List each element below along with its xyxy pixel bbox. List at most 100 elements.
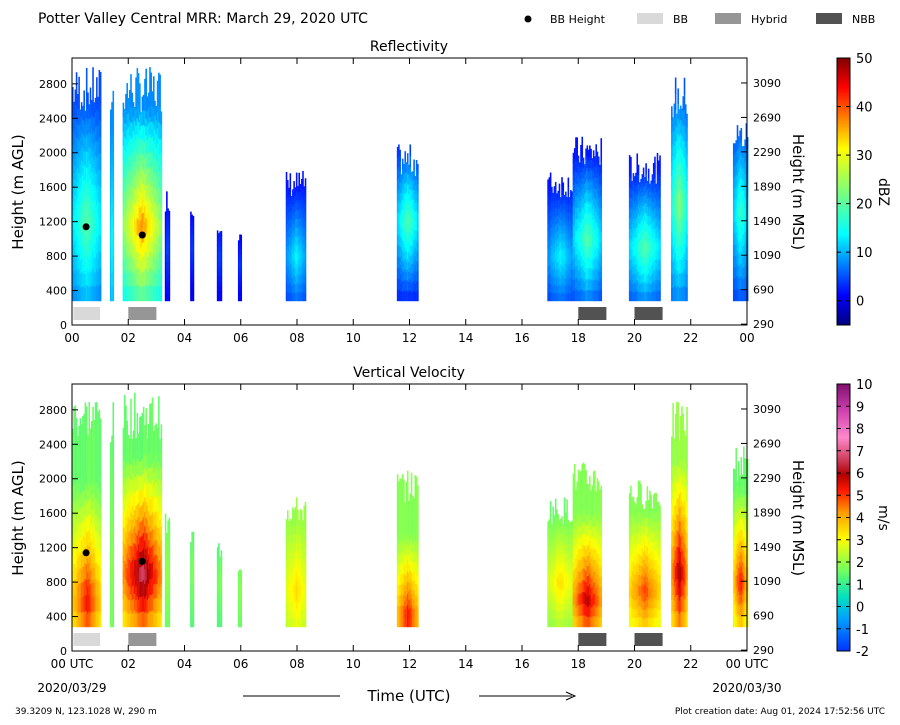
echo-cell	[396, 278, 399, 291]
echo-cell	[158, 445, 160, 463]
echo-cell	[657, 280, 660, 292]
echo-cell	[78, 108, 80, 126]
echo-cell	[405, 585, 408, 597]
echo-cell	[293, 618, 295, 628]
echo-cell	[657, 170, 660, 181]
echo-cell	[135, 157, 137, 174]
echo-cell	[126, 435, 128, 451]
echo-cell	[128, 546, 131, 560]
echo-cell	[591, 239, 594, 251]
echo-cell	[78, 268, 80, 286]
echo-cell	[554, 266, 557, 276]
echo-cell	[149, 217, 151, 235]
echo-cell	[570, 596, 572, 605]
echo-cell	[159, 187, 161, 205]
echo-cell	[672, 143, 674, 157]
echo-cell	[155, 568, 158, 584]
echo-cell	[656, 163, 659, 175]
echo-cell	[111, 531, 113, 546]
echo-cell	[92, 250, 94, 268]
echo-cell	[98, 201, 101, 219]
echo-cell	[126, 269, 128, 286]
echo-cell	[415, 519, 418, 531]
echo-cell	[240, 253, 243, 259]
echo-cell	[285, 227, 288, 237]
echo-cell	[630, 198, 632, 209]
echo-cell	[556, 201, 558, 209]
echo-cell	[738, 183, 740, 196]
echo-cell	[240, 291, 243, 297]
echo-cell	[168, 262, 171, 269]
echo-cell	[111, 572, 113, 587]
echo-cell	[549, 563, 552, 574]
echo-cell	[581, 253, 584, 267]
echo-cell	[160, 612, 163, 628]
echo-cell	[219, 591, 221, 598]
echo-cell	[158, 284, 160, 302]
echo-cell	[568, 544, 571, 552]
echo-cell	[94, 482, 97, 499]
echo-cell	[414, 265, 417, 275]
echo-cell	[298, 273, 300, 283]
echo-cell	[410, 217, 413, 228]
echo-cell	[92, 117, 94, 135]
echo-cell	[134, 442, 136, 460]
echo-cell	[294, 575, 297, 585]
echo-cell	[140, 461, 142, 477]
echo-cell	[299, 259, 302, 268]
echo-cell	[558, 192, 561, 201]
echo-cell	[297, 259, 299, 269]
echo-cell	[290, 557, 293, 566]
echo-cell	[300, 283, 303, 293]
echo-cell	[581, 603, 584, 616]
echo-cell	[573, 499, 576, 511]
echo-cell	[410, 582, 413, 595]
echo-cell	[190, 590, 192, 597]
echo-cell	[304, 239, 307, 249]
echo-cell	[405, 182, 408, 193]
echo-cell	[292, 237, 294, 246]
echo-cell	[745, 161, 748, 175]
echo-cell	[405, 172, 408, 183]
echo-cell	[596, 194, 599, 206]
echo-cell	[293, 283, 295, 293]
echo-cell	[559, 518, 562, 527]
echo-cell	[299, 576, 302, 586]
echo-cell	[290, 619, 293, 628]
echo-cell	[84, 498, 87, 516]
echo-cell	[134, 273, 136, 288]
bb-type-bar-nbb	[578, 307, 607, 320]
echo-cell	[164, 211, 167, 219]
echo-cell	[681, 287, 683, 302]
echo-cell	[404, 618, 407, 628]
echo-cell	[237, 578, 240, 584]
echo-cell	[586, 575, 589, 587]
echo-cell	[160, 165, 163, 180]
echo-cell	[567, 283, 570, 293]
echo-cell	[657, 160, 660, 171]
echo-cell	[132, 215, 135, 231]
echo-cell	[111, 462, 113, 477]
echo-cell	[589, 145, 591, 157]
echo-cell	[556, 285, 558, 294]
echo-cell	[567, 580, 570, 589]
echo-cell	[98, 440, 101, 457]
echo-cell	[682, 96, 685, 112]
echo-cell	[585, 537, 587, 549]
echo-cell	[123, 136, 126, 151]
echo-cell	[83, 504, 85, 521]
echo-cell	[297, 210, 299, 220]
echo-cell	[577, 176, 580, 188]
echo-cell	[153, 528, 155, 544]
echo-column	[190, 211, 195, 302]
echo-cell	[573, 148, 576, 160]
echo-cell	[294, 532, 297, 542]
echo-cell	[578, 162, 581, 173]
echo-cell	[153, 598, 155, 614]
echo-cell	[137, 433, 140, 448]
echo-cell	[554, 275, 557, 285]
echo-cell	[586, 278, 589, 291]
echo-cell	[417, 232, 419, 243]
echo-cell	[405, 554, 408, 566]
echo-cell	[630, 290, 632, 302]
